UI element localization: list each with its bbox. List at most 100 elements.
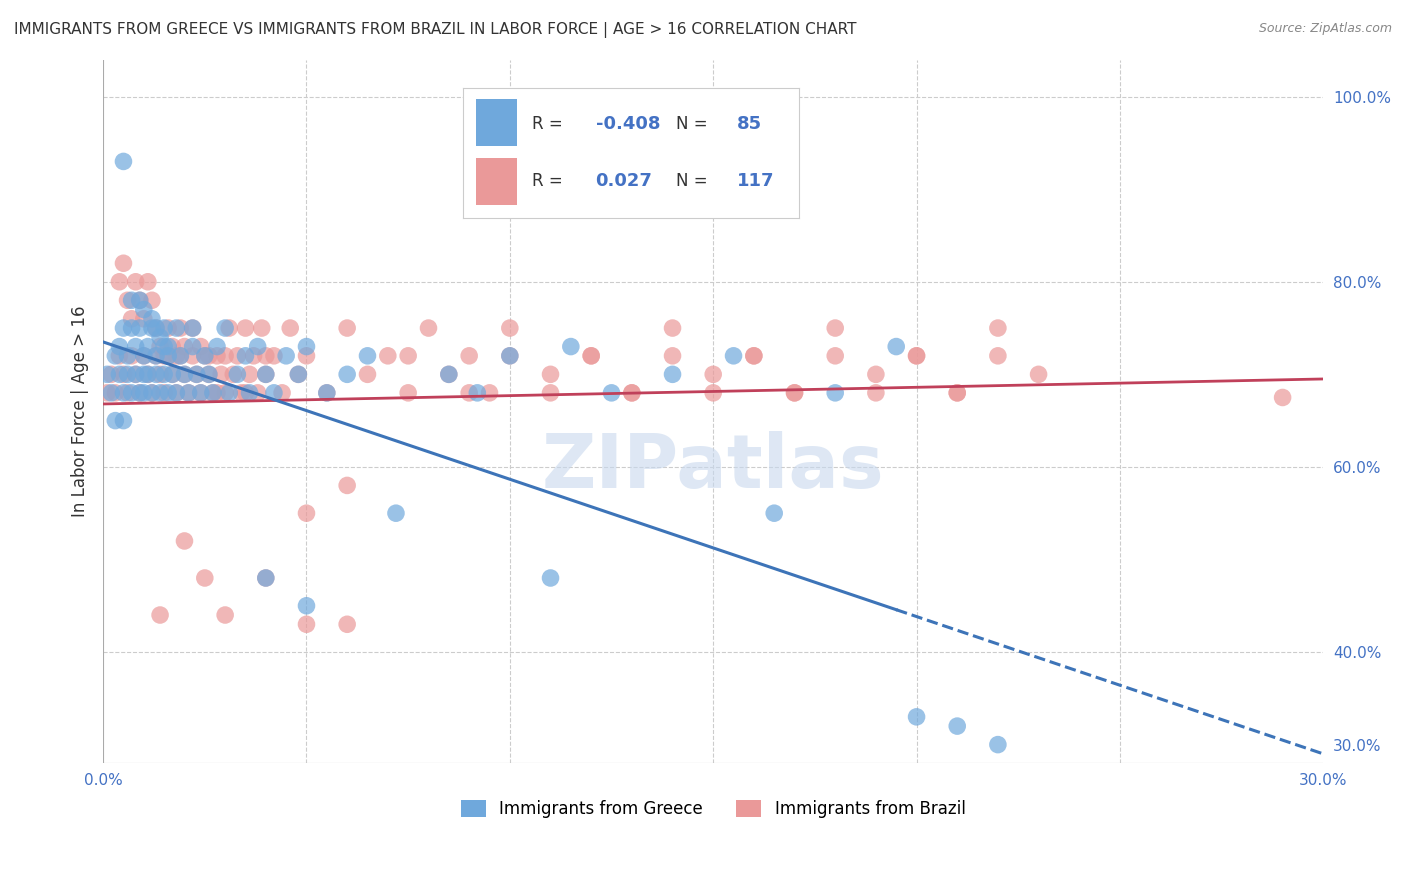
Point [149,607,172,622]
Point [763,506,786,520]
Point [214,321,236,335]
Point [108,340,131,354]
Point [124,340,146,354]
Point [157,349,180,363]
Point [173,340,195,354]
Point [198,349,221,363]
Point [157,349,180,363]
Point [157,321,180,335]
Point [946,719,969,733]
Point [132,349,155,363]
Point [132,385,155,400]
Point [190,385,212,400]
Point [165,385,187,400]
Text: Source: ZipAtlas.com: Source: ZipAtlas.com [1258,22,1392,36]
Point [124,368,146,382]
Point [190,340,212,354]
Point [661,368,683,382]
Point [194,349,217,363]
Point [702,385,724,400]
Point [418,321,440,335]
Point [254,571,277,585]
Point [117,293,139,308]
Point [141,385,163,400]
Point [905,349,928,363]
Point [181,349,204,363]
Point [141,385,163,400]
Point [254,571,277,585]
Point [181,321,204,335]
Point [218,385,240,400]
Point [173,368,195,382]
Point [287,368,309,382]
Point [136,275,159,289]
Point [128,321,150,335]
Point [201,385,224,400]
Point [198,368,221,382]
Point [254,368,277,382]
Point [254,349,277,363]
Point [104,385,127,400]
Point [153,340,176,354]
Point [783,385,806,400]
Point [235,349,257,363]
Point [499,321,522,335]
Point [396,385,419,400]
Point [112,154,135,169]
Point [201,385,224,400]
Point [128,385,150,400]
Point [124,275,146,289]
Point [177,385,200,400]
Point [579,349,602,363]
Point [149,368,172,382]
Point [661,321,683,335]
Point [117,385,139,400]
Point [356,349,378,363]
Point [112,385,135,400]
Point [132,311,155,326]
Point [385,506,408,520]
Point [198,368,221,382]
Point [620,385,643,400]
Point [141,293,163,308]
Point [295,599,318,613]
Point [141,311,163,326]
Point [153,321,176,335]
Point [824,349,846,363]
Point [209,368,232,382]
Point [218,321,240,335]
Point [946,385,969,400]
Point [458,349,481,363]
Point [295,340,318,354]
Point [263,349,285,363]
Point [104,414,127,428]
Point [169,321,191,335]
Point [235,321,257,335]
Point [946,385,969,400]
Point [271,385,294,400]
Point [242,349,264,363]
Point [124,368,146,382]
Point [540,368,562,382]
Point [356,368,378,382]
Point [884,340,907,354]
Point [153,385,176,400]
Point [121,385,143,400]
Point [165,321,187,335]
Point [263,385,285,400]
Point [1028,368,1050,382]
Point [165,349,187,363]
Point [540,385,562,400]
Point [246,385,269,400]
Point [295,506,318,520]
Point [499,349,522,363]
Point [149,330,172,344]
Point [205,385,228,400]
Point [128,293,150,308]
Point [723,349,745,363]
Point [194,349,217,363]
Point [437,368,460,382]
Point [336,478,359,492]
Point [540,571,562,585]
Point [162,368,184,382]
